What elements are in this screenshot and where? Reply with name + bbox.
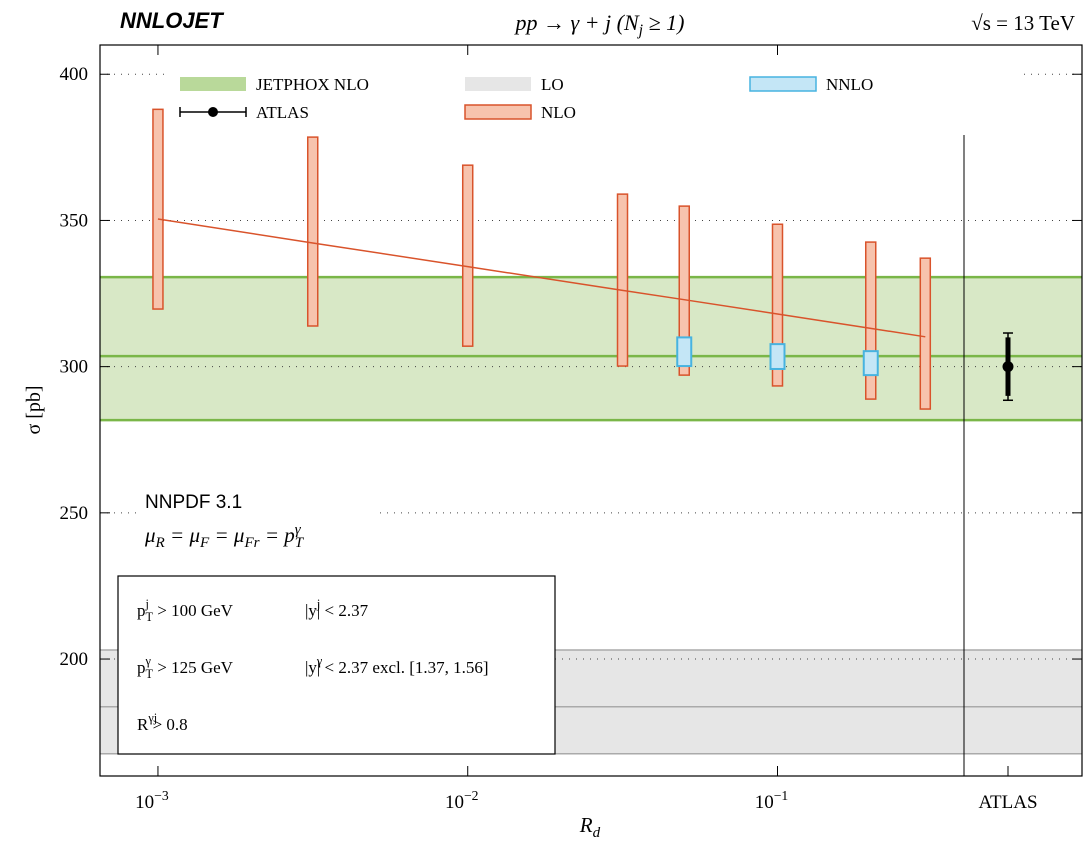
data-point [1002,361,1014,373]
text-part: > 0.8 [148,715,187,734]
y-tick-label: 200 [60,649,89,670]
x-tick-label: 10−2 [445,788,479,813]
superscript: j [145,597,149,611]
nlo-bar [306,136,319,327]
legend-swatch [464,104,532,120]
text-part: = p [260,523,295,547]
nnlo-box [676,336,693,368]
text-part: = μ [165,523,200,547]
subscript: T [295,535,305,551]
nlo-bar [461,164,474,347]
subscript: Fr [243,535,259,551]
text-part: μ [144,523,156,547]
subscript: T [146,610,154,624]
superscript: γ [316,654,323,668]
text-part: R [579,813,593,837]
text-part: p [137,601,146,620]
superscript: −2 [464,788,479,803]
y-tick-label: 350 [60,210,89,231]
text-part: | < 2.37 excl. [1.37, 1.56] [317,658,489,677]
legend-swatch [749,76,817,92]
nlo-line [157,218,926,338]
cut-label: pγ T > 125 GeV [137,654,234,681]
subscript: d [593,825,601,841]
x-axis-label: Rd [579,813,601,841]
superscript: γ [145,654,152,668]
subscript: T [146,667,154,681]
text-part: |y [305,658,317,677]
text-part: |y [305,601,317,620]
scale-label: μR = μF = μFr = pγ T [144,522,305,551]
x-tick-label: ATLAS [978,792,1037,813]
y-axis-label: σ [pb] [23,385,45,434]
text-part: | < 2.37 [317,601,369,620]
text-part: > 100 GeV [153,601,234,620]
y-tick-label: 400 [60,64,89,85]
text-part: p [137,658,146,677]
superscript: γj [147,711,157,725]
x-tick-label: 10−1 [755,788,789,813]
text-part: pp → γ + j (N [514,10,640,35]
energy-label: √s = 13 TeV [971,11,1075,35]
y-tick-label: 250 [60,503,89,524]
subscript: R [155,535,165,551]
subscript: j [637,22,644,39]
nlo-bar [919,257,932,410]
cuts-box [117,575,556,755]
nlo-bar [771,223,784,387]
cut-label: pj T > 100 GeV [137,597,234,624]
text-part: 10 [445,792,464,813]
nnlo-box [862,350,879,377]
plot-frame [99,44,1083,777]
legend-swatch [465,77,531,91]
superscript: γ [295,522,302,538]
brand: NNLOJET [120,8,224,33]
legend-label: LO [541,75,564,94]
legend-label: ATLAS [256,103,309,122]
text-part: > 125 GeV [153,658,234,677]
band [100,277,1082,421]
x-tick-label: 10−3 [135,788,169,813]
superscript: −1 [774,788,789,803]
nlo-bar [678,205,690,376]
cut-label: |yj| < 2.37 [305,597,369,620]
text-part: = μ [209,523,244,547]
cut-label: |yγ| < 2.37 excl. [1.37, 1.56] [305,654,489,677]
chart-title: pp → γ + j (Nj ≥ 1) [514,10,685,39]
nnlo-box [769,343,786,370]
legend-label: NNLO [826,75,873,94]
legend-background [168,62,1018,126]
legend-swatch [180,77,246,91]
nlo-bar [152,108,164,310]
cut-label: Rγj > 0.8 [137,711,188,734]
y-tick-label: 300 [60,357,89,378]
superscript: j [316,597,320,611]
legend-swatch [208,107,218,117]
pdf-label: NNPDF 3.1 [145,492,242,513]
text-part: R [137,715,149,734]
legend-label: JETPHOX NLO [256,75,369,94]
annotation-background [138,482,378,554]
text-part: 10 [135,792,154,813]
nlo-bar [864,241,877,400]
subscript: F [199,535,210,551]
text-part: 10 [755,792,774,813]
superscript: −3 [154,788,169,803]
nlo-bar [616,193,629,367]
text-part: ≥ 1) [643,10,684,35]
legend-label: NLO [541,103,576,122]
